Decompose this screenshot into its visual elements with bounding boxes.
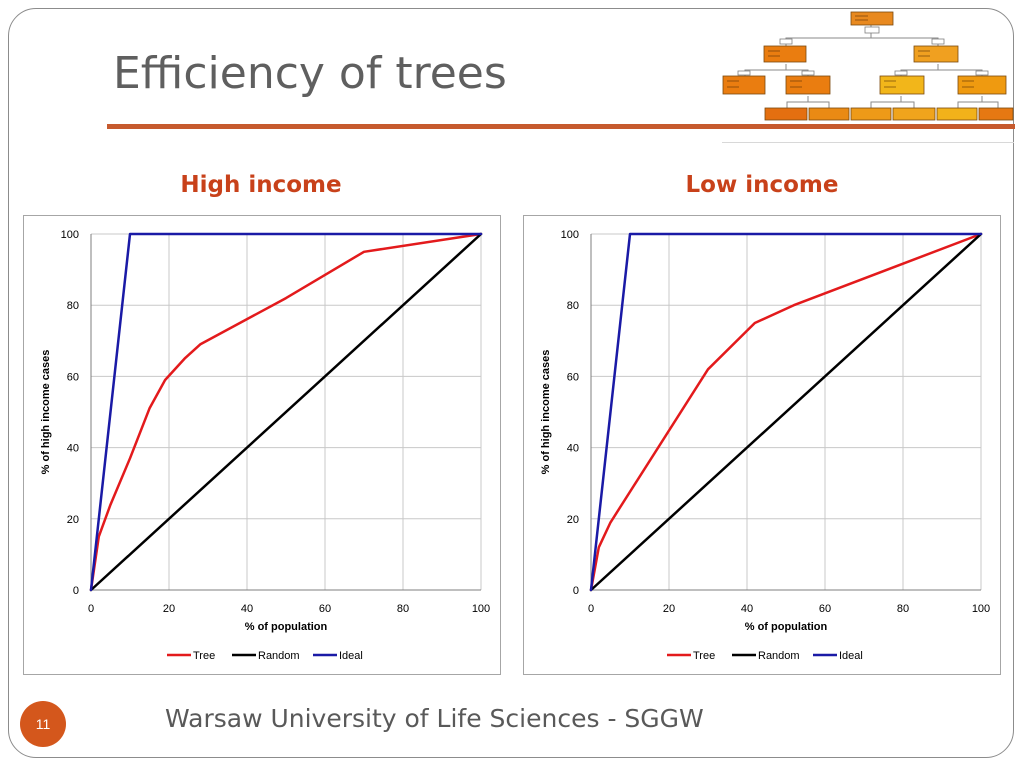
x-axis-title: % of population (745, 621, 828, 633)
series-line-ideal (89, 232, 483, 592)
slide-title: Efficiency of trees (113, 48, 507, 99)
legend-label-ideal: Ideal (339, 650, 363, 662)
y-tick-label: 60 (67, 371, 79, 383)
chart-heading-high-income: High income (180, 172, 342, 198)
x-tick-label: 40 (241, 603, 253, 615)
decision-tree-diagram-icon (722, 11, 1014, 121)
y-axis-title: % of high income cases (40, 350, 52, 475)
series-line-random (589, 232, 983, 592)
chart-heading-low-income: Low income (685, 172, 839, 198)
x-tick-label: 100 (472, 603, 490, 615)
legend-label-tree: Tree (693, 650, 715, 662)
series-line-tree (589, 232, 983, 592)
legend-label-tree: Tree (193, 650, 215, 662)
slide-frame (8, 8, 1014, 758)
y-tick-label: 20 (67, 514, 79, 526)
y-tick-label: 0 (73, 585, 79, 597)
x-tick-label: 20 (663, 603, 675, 615)
y-tick-label: 40 (67, 443, 79, 455)
series-line-random (89, 232, 483, 592)
y-tick-label: 80 (567, 300, 579, 312)
y-tick-label: 20 (567, 514, 579, 526)
series-line-ideal (589, 232, 983, 592)
y-axis-title: % of high income cases (540, 350, 552, 475)
y-tick-label: 0 (573, 585, 579, 597)
footer-text: Warsaw University of Life Sciences - SGG… (165, 704, 704, 733)
y-tick-label: 80 (67, 300, 79, 312)
x-tick-label: 0 (88, 603, 94, 615)
x-tick-label: 40 (741, 603, 753, 615)
chart-low-income-plot: 0 20 40 60 80 100 0 20 40 60 80 100 % of population%… (540, 229, 990, 662)
y-tick-label: 60 (567, 371, 579, 383)
chart-high-income-plot: 0 20 40 60 80 100 0 20 40 60 80 100 % of population%… (40, 229, 490, 662)
legend-label-random: Random (258, 650, 300, 662)
x-axis-title: % of population (245, 621, 328, 633)
title-underline (107, 124, 1015, 129)
thumbnail-divider (722, 142, 1014, 143)
page-number-badge: 11 (20, 701, 66, 747)
x-tick-label: 100 (972, 603, 990, 615)
legend-label-random: Random (758, 650, 800, 662)
x-tick-label: 80 (397, 603, 409, 615)
x-tick-label: 80 (897, 603, 909, 615)
chart-high-income: 0 20 40 60 80 100 0 20 40 60 80 100 % of population%… (23, 215, 501, 675)
y-tick-label: 100 (561, 229, 579, 241)
series-line-tree (89, 232, 483, 592)
x-tick-label: 60 (819, 603, 831, 615)
y-tick-label: 40 (567, 443, 579, 455)
y-tick-label: 100 (61, 229, 79, 241)
legend-label-ideal: Ideal (839, 650, 863, 662)
x-tick-label: 60 (319, 603, 331, 615)
x-tick-label: 20 (163, 603, 175, 615)
x-tick-label: 0 (588, 603, 594, 615)
chart-low-income: 0 20 40 60 80 100 0 20 40 60 80 100 % of population%… (523, 215, 1001, 675)
